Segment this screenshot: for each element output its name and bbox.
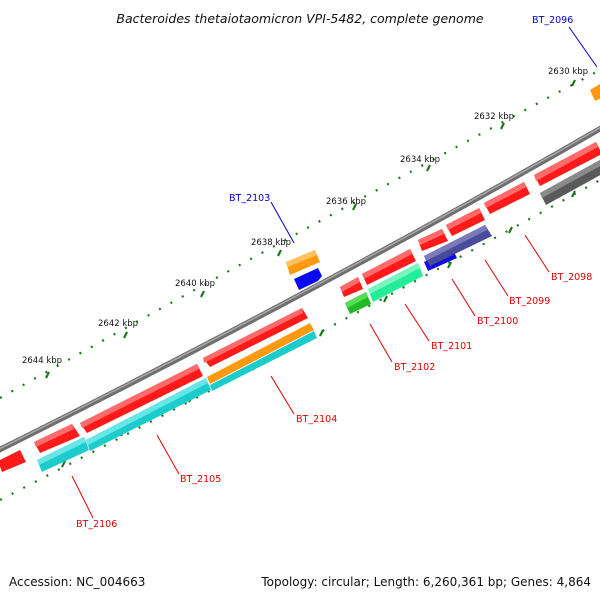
feature-left-forward[interactable]: [0, 450, 26, 472]
feature-bt-2103-blue[interactable]: [294, 268, 322, 290]
gene-label-bt-2102[interactable]: BT_2102: [394, 362, 435, 373]
genome-backbone: [0, 125, 600, 453]
tick-label-2644: 2644 kbp: [22, 356, 62, 366]
gene-label-bt-2103[interactable]: BT_2103: [229, 193, 270, 204]
feature-right-forward[interactable]: [534, 142, 600, 186]
feature-bt-2098-forward[interactable]: [484, 182, 530, 214]
gene-label-bt-2099[interactable]: BT_2099: [509, 296, 550, 307]
feature-bt-2106-inner[interactable]: [37, 437, 89, 472]
gene-label-bt-2100[interactable]: BT_2100: [477, 316, 518, 327]
feature-bt-2105-inner[interactable]: [86, 331, 317, 451]
tick-label-2636: 2636 kbp: [326, 197, 366, 207]
outer-major-ticks: [45, 79, 576, 379]
genome-summary-text: Topology: circular; Length: 6,260,361 bp…: [260, 575, 591, 589]
gene-label-bt-2101[interactable]: BT_2101: [431, 341, 472, 352]
tick-label-2642: 2642 kbp: [98, 319, 138, 329]
feature-bt-2102-forward[interactable]: [340, 277, 363, 297]
feature-bt-2101-inner[interactable]: [368, 263, 423, 302]
tick-label-2634: 2634 kbp: [400, 155, 440, 165]
feature-bt-2099-inner[interactable]: [424, 225, 492, 266]
feature-bt-2099-forward[interactable]: [446, 208, 485, 236]
feature-bt-2096-orange[interactable]: [590, 84, 600, 101]
genome-title: Bacteroides thetaiotaomicron VPI-5482, c…: [116, 11, 483, 26]
feature-right-inner[interactable]: [540, 160, 600, 205]
feature-bt-2100-forward[interactable]: [418, 229, 448, 251]
feature-bt-2104-forward[interactable]: [203, 308, 308, 367]
gene-label-bt-2105[interactable]: BT_2105: [180, 474, 221, 485]
accession-text: Accession: NC_004663: [9, 575, 145, 589]
tick-label-2632: 2632 kbp: [474, 112, 514, 122]
feature-bt-2106-forward[interactable]: [34, 424, 80, 453]
gene-label-bt-2096[interactable]: BT_2096: [532, 15, 573, 26]
tick-label-2638: 2638 kbp: [251, 238, 291, 248]
gene-label-bt-2098[interactable]: BT_2098: [551, 272, 592, 283]
outer-tick-arc: [0, 69, 600, 399]
inner-tick-arc: [0, 179, 600, 501]
feature-bt-2105-forward[interactable]: [80, 364, 203, 433]
gene-label-bt-2104[interactable]: BT_2104: [296, 414, 337, 425]
feature-bt-2101-forward[interactable]: [362, 249, 416, 285]
feature-bt-2103-orange[interactable]: [286, 250, 320, 275]
feature-bt-2102-inner[interactable]: [345, 292, 371, 314]
tick-label-2630: 2630 kbp: [548, 67, 588, 77]
feature-bt-2104-inner[interactable]: [207, 323, 314, 384]
tick-label-2640: 2640 kbp: [175, 279, 215, 289]
gene-label-bt-2106[interactable]: BT_2106: [76, 519, 117, 530]
callout-lines: [71, 26, 598, 519]
